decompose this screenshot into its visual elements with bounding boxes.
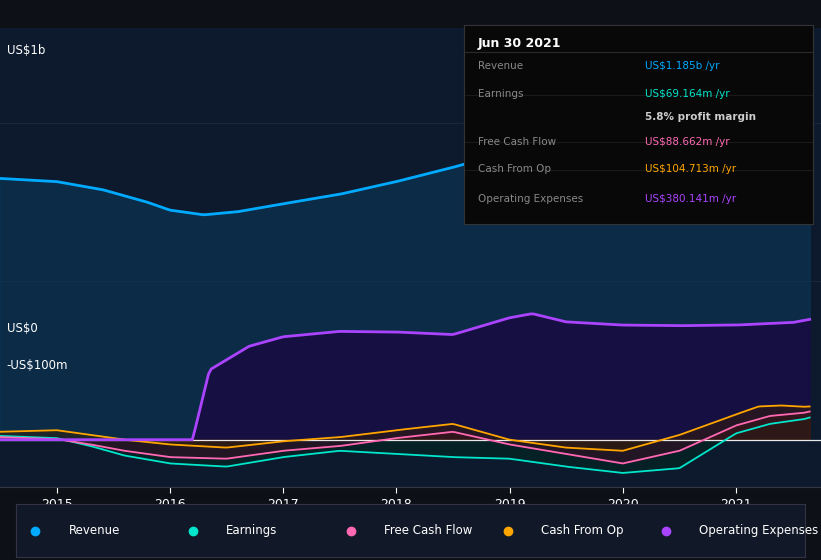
Text: Operating Expenses: Operating Expenses xyxy=(478,194,583,204)
Text: Operating Expenses: Operating Expenses xyxy=(699,524,819,537)
Text: Earnings: Earnings xyxy=(478,89,523,99)
Text: -US$100m: -US$100m xyxy=(7,359,68,372)
Text: Free Cash Flow: Free Cash Flow xyxy=(478,137,556,147)
Text: US$104.713m /yr: US$104.713m /yr xyxy=(645,165,736,174)
Text: Earnings: Earnings xyxy=(226,524,277,537)
Text: Revenue: Revenue xyxy=(478,61,523,71)
Text: Revenue: Revenue xyxy=(68,524,120,537)
Text: US$1.185b /yr: US$1.185b /yr xyxy=(645,61,720,71)
Text: Cash From Op: Cash From Op xyxy=(541,524,624,537)
Text: Cash From Op: Cash From Op xyxy=(478,165,551,174)
Text: US$1b: US$1b xyxy=(7,44,45,57)
Text: US$0: US$0 xyxy=(7,322,37,335)
Text: 5.8% profit margin: 5.8% profit margin xyxy=(645,111,756,122)
Text: US$88.662m /yr: US$88.662m /yr xyxy=(645,137,730,147)
Text: Free Cash Flow: Free Cash Flow xyxy=(383,524,472,537)
Text: Jun 30 2021: Jun 30 2021 xyxy=(478,37,562,50)
Text: US$69.164m /yr: US$69.164m /yr xyxy=(645,89,730,99)
Text: US$380.141m /yr: US$380.141m /yr xyxy=(645,194,736,204)
